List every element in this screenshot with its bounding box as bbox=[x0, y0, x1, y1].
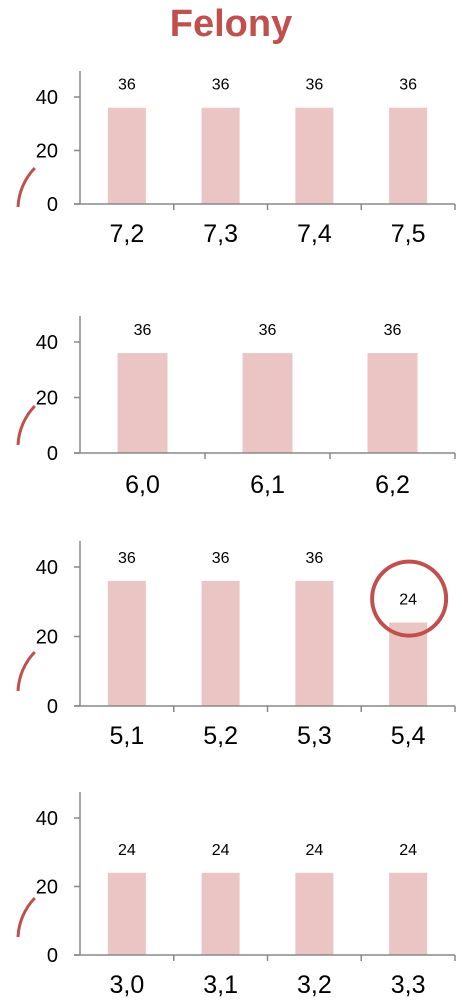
chart-1-category-label-7,2: 7,2 bbox=[109, 220, 144, 248]
chart-2-data-label-6,1: 36 bbox=[259, 322, 277, 339]
chart-3-data-label-5,1: 36 bbox=[118, 550, 136, 567]
chart-3-category-label-5,3: 5,3 bbox=[297, 722, 332, 750]
chart-3-left-arc bbox=[16, 650, 36, 692]
chart-3-category-label-5,4: 5,4 bbox=[391, 722, 426, 750]
chart-4-y-tick-label-40: 40 bbox=[36, 808, 58, 830]
chart-3-highlight-circle bbox=[370, 559, 449, 638]
chart-1-category-label-7,3: 7,3 bbox=[203, 220, 238, 248]
chart-1-data-label-7,2: 36 bbox=[118, 77, 136, 94]
chart-4-bar-3,2 bbox=[295, 872, 334, 955]
chart-1-bar-7,2 bbox=[107, 107, 146, 204]
chart-3-y-tick-label-20: 20 bbox=[36, 627, 58, 649]
chart-2-data-label-6,0: 36 bbox=[134, 322, 152, 339]
chart-2-category-label-6,1: 6,1 bbox=[250, 471, 285, 499]
chart-4-bar-3,0 bbox=[107, 872, 146, 955]
chart-4-left-arc bbox=[16, 896, 36, 938]
chart-1-y-tick-label-20: 20 bbox=[36, 141, 58, 163]
chart-3-y-tick-label-40: 40 bbox=[36, 557, 58, 579]
chart-4-y-tick-label-0: 0 bbox=[47, 945, 58, 967]
chart-4-bar-3,3 bbox=[389, 872, 428, 955]
chart-4-data-label-3,3: 24 bbox=[399, 842, 417, 859]
chart-1-category-label-7,4: 7,4 bbox=[297, 220, 332, 248]
chart-1-data-label-7,5: 36 bbox=[399, 77, 417, 94]
chart-3-bar-5,1 bbox=[107, 580, 146, 706]
chart-3-bar-5,3 bbox=[295, 580, 334, 706]
page-title: Felony bbox=[169, 3, 293, 45]
chart-3-data-label-5,4: 24 bbox=[399, 592, 417, 609]
chart-2-bar-6,0 bbox=[117, 353, 168, 453]
chart-1-bar-7,5 bbox=[389, 107, 428, 204]
chart-4-data-label-3,2: 24 bbox=[305, 842, 323, 859]
chart-4-data-label-3,1: 24 bbox=[212, 842, 230, 859]
chart-2-y-tick-label-0: 0 bbox=[47, 443, 58, 465]
chart-2-bar-6,2 bbox=[367, 353, 418, 453]
chart-3-data-label-5,3: 36 bbox=[305, 550, 323, 567]
chart-1-data-label-7,4: 36 bbox=[305, 77, 323, 94]
chart-1-bar-7,4 bbox=[295, 107, 334, 204]
chart-4-data-label-3,0: 24 bbox=[118, 842, 136, 859]
chart-1-y-tick-label-40: 40 bbox=[36, 87, 58, 109]
chart-4-category-label-3,2: 3,2 bbox=[297, 971, 332, 999]
chart-2-category-label-6,0: 6,0 bbox=[125, 471, 160, 499]
chart-3-bar-5,2 bbox=[201, 580, 240, 706]
chart-4-y-tick-label-20: 20 bbox=[36, 877, 58, 899]
chart-3-y-tick-label-0: 0 bbox=[47, 696, 58, 718]
chart-3-category-label-5,2: 5,2 bbox=[203, 722, 238, 750]
chart-1-bar-7,3 bbox=[201, 107, 240, 204]
chart-4-bar-3,1 bbox=[201, 872, 240, 955]
chart-1-data-label-7,3: 36 bbox=[212, 77, 230, 94]
chart-4-category-label-3,1: 3,1 bbox=[203, 971, 238, 999]
chart-3-data-label-5,2: 36 bbox=[212, 550, 230, 567]
chart-1-y-tick-label-0: 0 bbox=[47, 194, 58, 216]
chart-2-left-arc bbox=[16, 404, 36, 446]
chart-2-data-label-6,2: 36 bbox=[384, 322, 402, 339]
chart-2-bar-6,1 bbox=[242, 353, 293, 453]
chart-4-category-label-3,0: 3,0 bbox=[109, 971, 144, 999]
chart-2-y-tick-label-20: 20 bbox=[36, 388, 58, 410]
chart-2-y-tick-label-40: 40 bbox=[36, 332, 58, 354]
chart-4-category-label-3,3: 3,3 bbox=[391, 971, 426, 999]
chart-3-category-label-5,1: 5,1 bbox=[109, 722, 144, 750]
chart-1-category-label-7,5: 7,5 bbox=[391, 220, 426, 248]
chart-2-category-label-6,2: 6,2 bbox=[375, 471, 410, 499]
chart-1-left-arc bbox=[16, 166, 36, 208]
